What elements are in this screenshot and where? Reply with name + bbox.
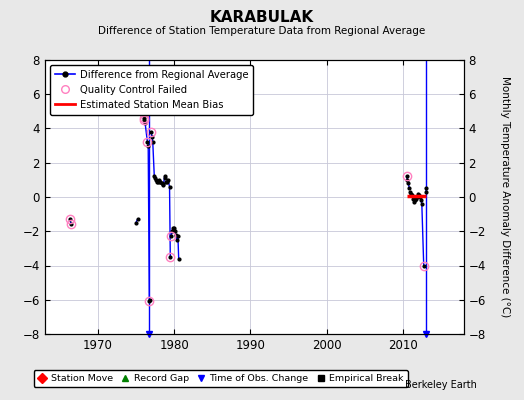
Text: KARABULAK: KARABULAK [210, 10, 314, 25]
Text: Difference of Station Temperature Data from Regional Average: Difference of Station Temperature Data f… [99, 26, 425, 36]
Y-axis label: Monthly Temperature Anomaly Difference (°C): Monthly Temperature Anomaly Difference (… [500, 76, 510, 318]
Legend: Station Move, Record Gap, Time of Obs. Change, Empirical Break: Station Move, Record Gap, Time of Obs. C… [34, 370, 408, 387]
Text: Berkeley Earth: Berkeley Earth [405, 380, 477, 390]
